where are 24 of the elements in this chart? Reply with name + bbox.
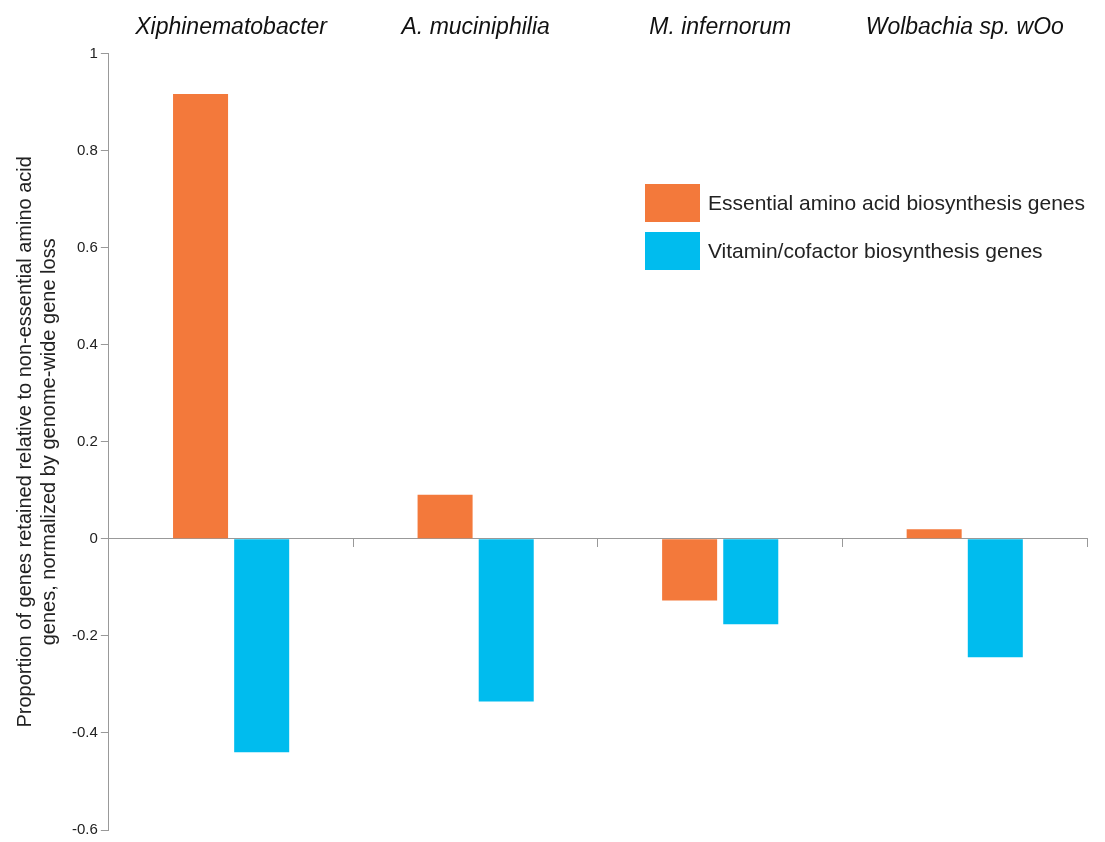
bar — [173, 93, 229, 539]
bar — [478, 539, 534, 702]
bar — [967, 539, 1023, 658]
bar — [906, 529, 962, 539]
x-tick-label: A. muciniphilia — [399, 13, 550, 40]
y-tick-label: 0.2 — [76, 431, 98, 449]
y-tick-label: 0.4 — [76, 334, 98, 352]
x-tick-label: Wolbachia sp. wOo — [865, 13, 1065, 40]
y-tick-label: 0 — [89, 528, 98, 546]
legend-label: Essential amino acid biosynthesis genes — [707, 190, 1085, 215]
y-tick-label: 0.8 — [76, 140, 98, 158]
x-tick-label: Xiphinematobacter — [134, 13, 329, 40]
y-axis-title: Proportion of genes retained relative to non-essential amino acid genes, normalized by genome-wide gene loss — [12, 156, 59, 728]
y-tick-label: 1 — [89, 43, 98, 61]
bar — [417, 494, 473, 539]
y-tick-label: 0.6 — [76, 237, 98, 255]
y-tick-label: -0.6 — [71, 820, 98, 838]
bar — [723, 539, 779, 625]
y-tick-label: -0.2 — [71, 626, 98, 644]
y-tick-label: -0.4 — [71, 723, 98, 741]
bar — [234, 539, 290, 753]
x-tick-label: M. infernorum — [649, 13, 792, 40]
bar — [662, 539, 718, 601]
legend-label: Vitamin/cofactor biosynthesis genes — [707, 238, 1043, 263]
